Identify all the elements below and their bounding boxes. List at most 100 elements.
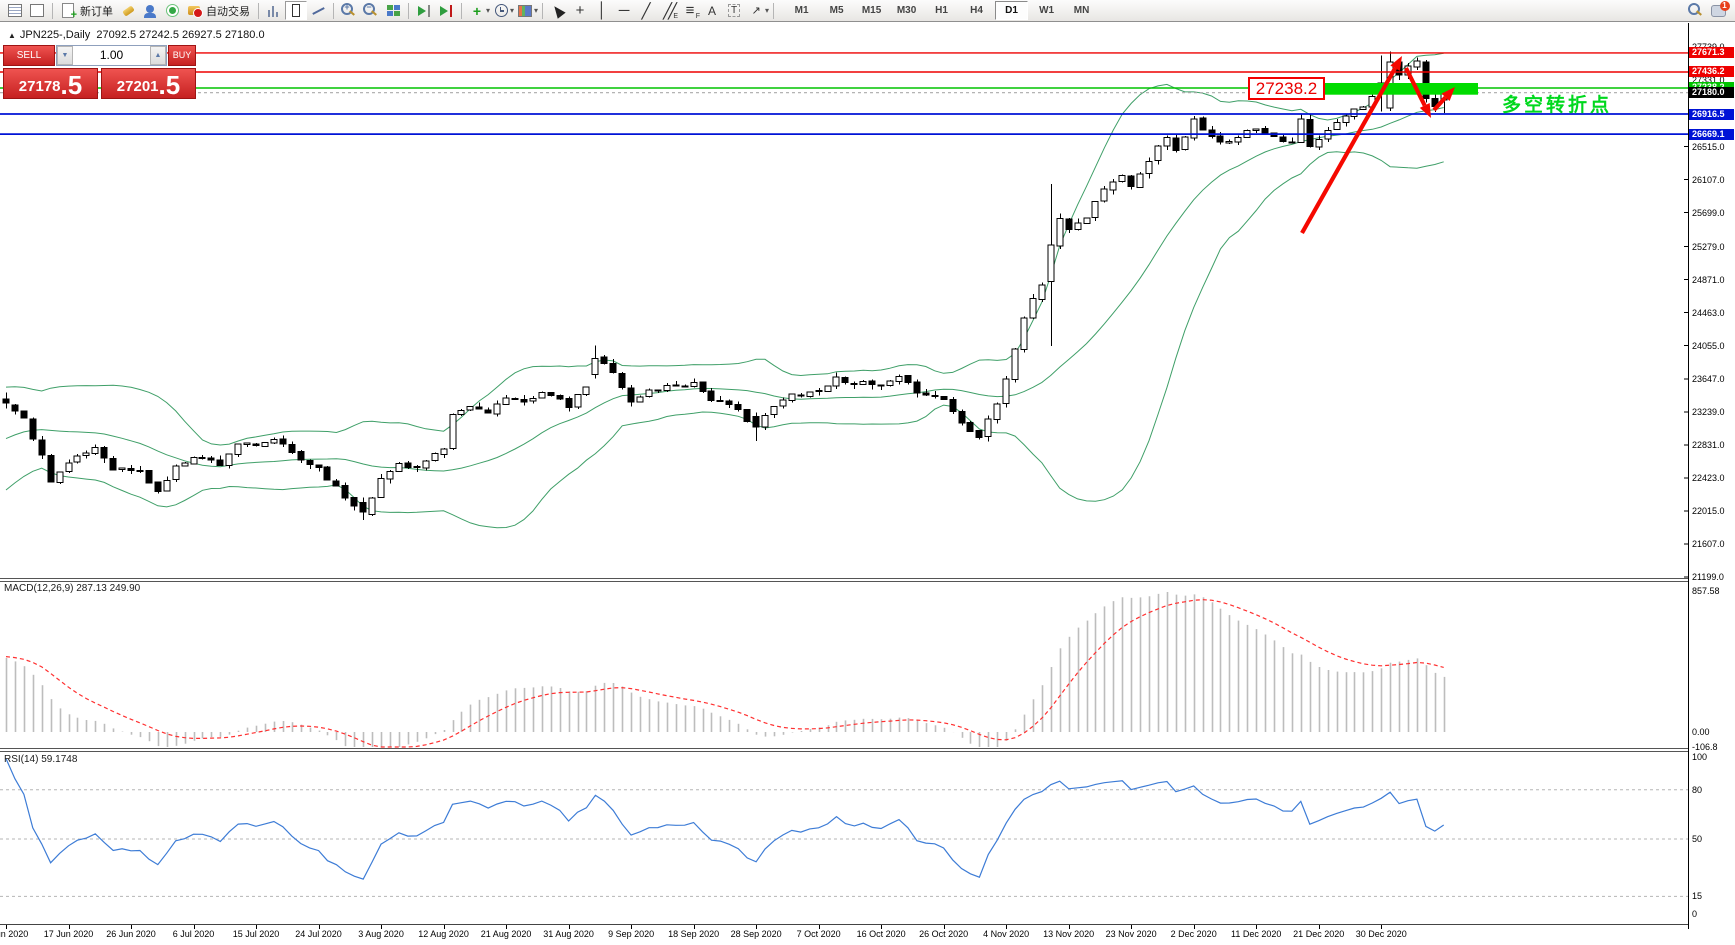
- indicators-dropdown-icon[interactable]: ▾: [486, 6, 491, 15]
- toolbar-separator: [258, 2, 259, 19]
- rsi-label: RSI(14) 59.1748: [4, 754, 78, 765]
- buy-price-button[interactable]: 27201.5: [101, 68, 196, 99]
- date-label[interactable]: 8 Jun 2020: [0, 929, 29, 939]
- date-label[interactable]: 24 Jul 2020: [295, 929, 342, 939]
- trendline-icon[interactable]: ╱: [641, 2, 651, 20]
- time-axis: 8 Jun 2020 17 Jun 2020 26 Jun 2020 6 Jul 20…: [0, 928, 1688, 942]
- periods-dropdown-icon[interactable]: ▾: [510, 6, 515, 15]
- date-label[interactable]: 30 Dec 2020: [1355, 929, 1407, 939]
- timeframe-button-w1[interactable]: W1: [1039, 5, 1055, 16]
- new-order-label[interactable]: 新订单: [80, 5, 113, 18]
- macd-label: MACD(12,26,9) 287.13 249.90: [4, 583, 141, 594]
- level-callout-box[interactable]: 27238.2: [1248, 77, 1325, 100]
- timeframe-button-h1[interactable]: H1: [935, 5, 948, 16]
- buy-button[interactable]: BUY: [168, 45, 196, 66]
- autotrading-label[interactable]: 自动交易: [206, 5, 250, 18]
- date-label[interactable]: 23 Nov 2020: [1105, 929, 1157, 939]
- price-tick: 22015.0: [1692, 505, 1725, 516]
- text-icon[interactable]: A: [708, 3, 717, 18]
- price-tick: 23239.0: [1692, 406, 1725, 417]
- annotation-note[interactable]: 多空转折点: [1502, 95, 1613, 116]
- vertical-line-icon[interactable]: │: [597, 2, 607, 19]
- date-label[interactable]: 21 Aug 2020: [480, 929, 532, 939]
- date-label[interactable]: 18 Sep 2020: [668, 929, 720, 939]
- crosshair-icon[interactable]: +: [575, 2, 585, 19]
- equidistant-channel-icon[interactable]: ╱╱ E: [663, 2, 679, 21]
- text-label-icon[interactable]: T: [723, 1, 745, 20]
- toolbar-separator: [773, 2, 775, 19]
- templates-icon[interactable]: [514, 1, 536, 20]
- date-label[interactable]: 13 Nov 2020: [1043, 929, 1095, 939]
- notifications-icon[interactable]: 1: [1707, 0, 1730, 20]
- timeframe-button-m5[interactable]: M5: [829, 5, 844, 16]
- date-label[interactable]: 11 Dec 2020: [1231, 929, 1282, 939]
- zoom-in-icon[interactable]: +: [338, 1, 360, 20]
- volume-up-icon[interactable]: ▲: [150, 46, 166, 65]
- date-label[interactable]: 28 Sep 2020: [730, 929, 782, 939]
- timeframe-button-d1[interactable]: D1: [995, 1, 1029, 20]
- data-window-icon[interactable]: [26, 1, 48, 20]
- price-badge: 26916.5: [1689, 108, 1734, 120]
- timeframe-button-m1[interactable]: M1: [794, 5, 809, 16]
- buy-price-int: 27201: [116, 78, 159, 95]
- toolbar-separator: [333, 2, 334, 19]
- chart-shift-icon[interactable]: [435, 1, 457, 20]
- collapse-panel-icon[interactable]: ▲: [8, 31, 16, 40]
- sell-button[interactable]: SELL: [3, 45, 55, 66]
- arrows-icon[interactable]: ↗: [751, 5, 761, 17]
- price-tick: 22423.0: [1692, 472, 1725, 483]
- autotrading-icon[interactable]: [183, 1, 205, 20]
- toolbar-separator: [408, 2, 409, 19]
- signals-icon[interactable]: [161, 1, 183, 20]
- price-tick: 24055.0: [1692, 340, 1725, 351]
- candlestick-chart-icon[interactable]: [285, 1, 307, 20]
- date-label[interactable]: 9 Sep 2020: [608, 929, 655, 939]
- new-order-icon[interactable]: +: [57, 1, 79, 21]
- tile-windows-icon[interactable]: [382, 1, 404, 20]
- date-label[interactable]: 6 Jul 2020: [172, 929, 215, 939]
- rsi-value: 59.1748: [41, 754, 78, 765]
- zoom-out-icon[interactable]: −: [360, 1, 382, 20]
- price-badge: 27436.2: [1689, 66, 1734, 78]
- date-label[interactable]: 12 Aug 2020: [418, 929, 469, 939]
- volume-input[interactable]: 1.00: [99, 48, 124, 62]
- toolbar-separator: [461, 2, 462, 19]
- timeframe-button-m30[interactable]: M30: [896, 5, 917, 16]
- market-watch-icon[interactable]: [4, 1, 26, 20]
- price-tick: 26515.0: [1692, 141, 1725, 152]
- price-tick: 21199.0: [1692, 572, 1724, 582]
- arrows-dropdown-icon[interactable]: ▾: [765, 6, 770, 15]
- macd-signal-value: 249.90: [109, 583, 141, 594]
- bar-chart-icon[interactable]: [263, 1, 285, 20]
- date-label[interactable]: 21 Dec 2020: [1293, 929, 1345, 939]
- fibonacci-icon[interactable]: ≡ F: [685, 2, 701, 20]
- periods-icon[interactable]: [490, 1, 512, 20]
- sell-price-button[interactable]: 27178.5: [3, 68, 98, 99]
- rsi-scale-label: 100: [1692, 752, 1708, 762]
- timeframe-button-mn[interactable]: MN: [1073, 5, 1090, 16]
- date-label[interactable]: 4 Nov 2020: [983, 929, 1030, 939]
- profiles-icon[interactable]: [139, 1, 161, 20]
- timeframe-button-m15[interactable]: M15: [861, 5, 882, 16]
- templates-dropdown-icon[interactable]: ▾: [534, 6, 539, 15]
- horizontal-line-icon[interactable]: ─: [618, 2, 630, 19]
- price-badge: 26669.1: [1689, 128, 1734, 140]
- date-label[interactable]: 17 Jun 2020: [43, 929, 94, 939]
- volume-stepper: ▼ 1.00 ▲: [56, 45, 167, 66]
- macd-scale-label: -106.8: [1692, 742, 1718, 752]
- date-label[interactable]: 2 Dec 2020: [1170, 929, 1217, 939]
- indicators-icon[interactable]: +: [472, 2, 482, 19]
- date-label[interactable]: 26 Jun 2020: [106, 929, 156, 939]
- price-axis: 27739.027331.026515.026107.025699.025279…: [1689, 0, 1735, 945]
- date-label[interactable]: 3 Aug 2020: [358, 929, 404, 939]
- autoscroll-icon[interactable]: [413, 1, 435, 20]
- volume-down-icon[interactable]: ▼: [57, 46, 73, 65]
- search-icon[interactable]: [1685, 1, 1707, 20]
- date-label[interactable]: 31 Aug 2020: [543, 929, 594, 939]
- date-label[interactable]: 15 Jul 2020: [232, 929, 280, 939]
- date-label[interactable]: 7 Oct 2020: [796, 929, 841, 939]
- date-label[interactable]: 26 Oct 2020: [919, 929, 969, 939]
- timeframe-button-h4[interactable]: H4: [970, 5, 983, 16]
- date-label[interactable]: 16 Oct 2020: [856, 929, 906, 939]
